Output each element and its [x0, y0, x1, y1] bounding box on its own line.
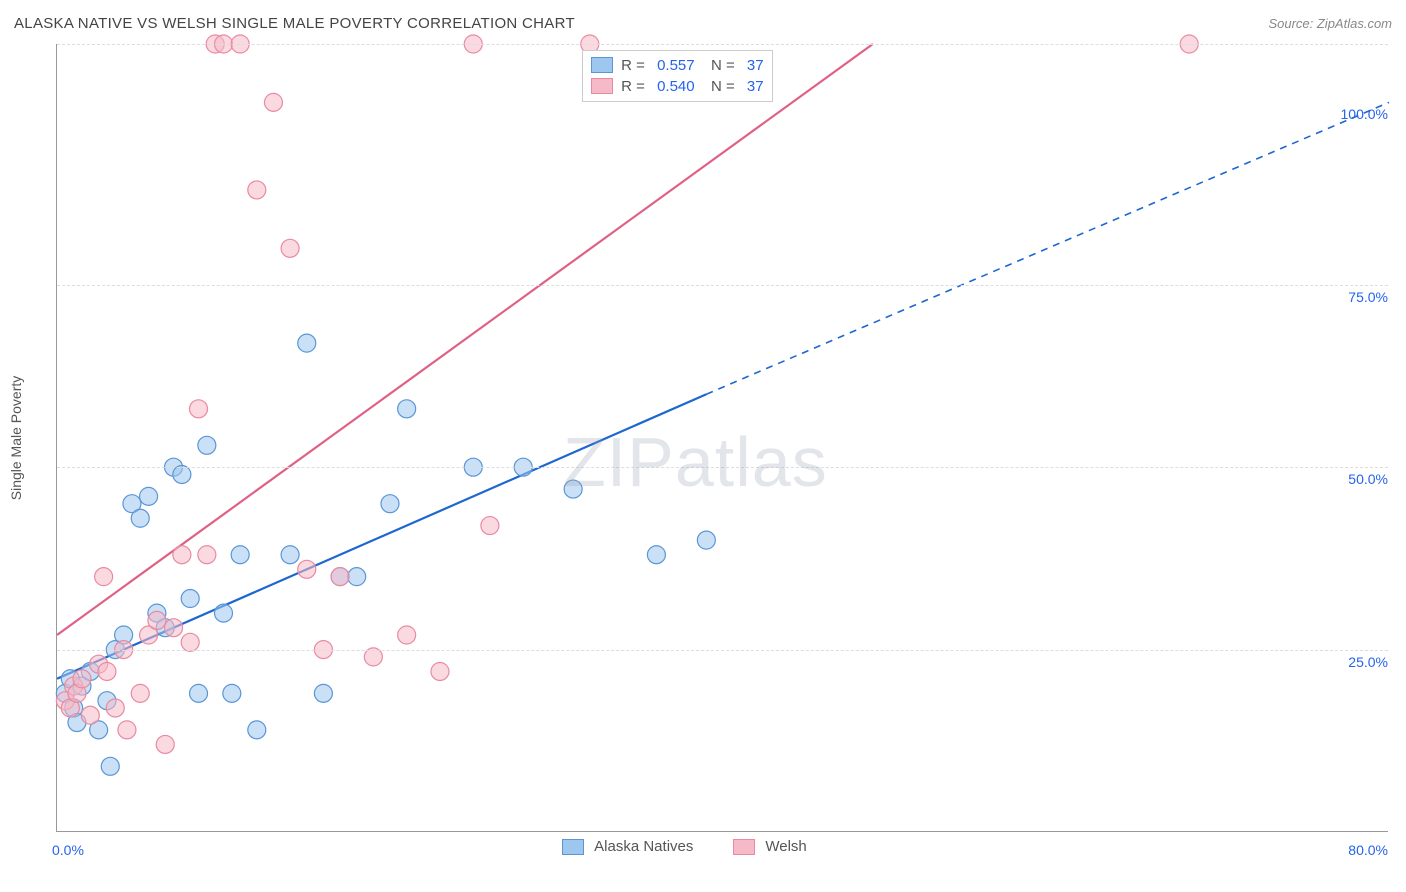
chart-source: Source: ZipAtlas.com	[1268, 16, 1392, 31]
data-point	[364, 648, 382, 666]
data-point	[156, 735, 174, 753]
legend-swatch	[591, 57, 613, 73]
data-point	[198, 546, 216, 564]
data-point	[73, 670, 91, 688]
data-point	[173, 465, 191, 483]
data-point	[231, 546, 249, 564]
data-point	[381, 495, 399, 513]
data-point	[215, 604, 233, 622]
gridline	[57, 44, 1388, 45]
data-point	[173, 546, 191, 564]
data-point	[431, 662, 449, 680]
y-tick-label: 75.0%	[1348, 289, 1388, 305]
data-point	[106, 699, 124, 717]
legend-r-label: R =	[621, 78, 649, 95]
legend-n-value: 37	[747, 78, 764, 95]
legend-item-label: Alaska Natives	[594, 838, 693, 855]
data-point	[298, 560, 316, 578]
data-point	[148, 611, 166, 629]
series-legend: Alaska Natives Welsh	[562, 838, 807, 855]
data-point	[298, 334, 316, 352]
data-point	[131, 509, 149, 527]
gridline	[57, 285, 1388, 286]
data-point	[181, 590, 199, 608]
legend-row: R = 0.540 N = 37	[591, 76, 763, 97]
legend-swatch	[733, 839, 755, 855]
plot-area	[56, 44, 1388, 832]
data-point	[481, 517, 499, 535]
legend-row: R = 0.557 N = 37	[591, 55, 763, 76]
data-point	[248, 181, 266, 199]
gridline	[57, 650, 1388, 651]
data-point	[140, 487, 158, 505]
y-tick-label: 100.0%	[1341, 106, 1388, 122]
data-point	[697, 531, 715, 549]
data-point	[190, 400, 208, 418]
data-point	[348, 568, 366, 586]
data-point	[131, 684, 149, 702]
data-point	[98, 662, 116, 680]
legend-item: Alaska Natives	[562, 838, 693, 855]
legend-n-value: 37	[747, 57, 764, 74]
correlation-legend: R = 0.557 N = 37R = 0.540 N = 37	[582, 50, 772, 102]
chart-title: ALASKA NATIVE VS WELSH SINGLE MALE POVER…	[14, 15, 575, 32]
data-point	[281, 546, 299, 564]
data-point	[314, 684, 332, 702]
legend-r-value: 0.540	[657, 78, 695, 95]
legend-r-label: R =	[621, 57, 649, 74]
data-point	[248, 721, 266, 739]
legend-r-value: 0.557	[657, 57, 695, 74]
scatter-svg	[57, 44, 1389, 832]
legend-swatch	[591, 78, 613, 94]
data-point	[223, 684, 241, 702]
legend-n-label: N =	[703, 78, 739, 95]
x-tick-label: 0.0%	[52, 842, 84, 858]
y-tick-label: 25.0%	[1348, 654, 1388, 670]
legend-item-label: Welsh	[765, 838, 806, 855]
data-point	[564, 480, 582, 498]
data-point	[398, 626, 416, 644]
data-point	[647, 546, 665, 564]
y-tick-label: 50.0%	[1348, 471, 1388, 487]
gridline	[57, 467, 1388, 468]
data-point	[281, 239, 299, 257]
data-point	[331, 568, 349, 586]
x-tick-label: 80.0%	[1348, 842, 1388, 858]
data-point	[165, 619, 183, 637]
data-point	[198, 436, 216, 454]
data-point	[101, 757, 119, 775]
data-point	[118, 721, 136, 739]
data-point	[264, 93, 282, 111]
legend-swatch	[562, 839, 584, 855]
data-point	[95, 568, 113, 586]
data-point	[398, 400, 416, 418]
y-axis-label: Single Male Poverty	[8, 376, 24, 501]
chart-header: ALASKA NATIVE VS WELSH SINGLE MALE POVER…	[0, 0, 1406, 38]
legend-item: Welsh	[733, 838, 806, 855]
data-point	[190, 684, 208, 702]
legend-n-label: N =	[703, 57, 739, 74]
data-point	[81, 706, 99, 724]
